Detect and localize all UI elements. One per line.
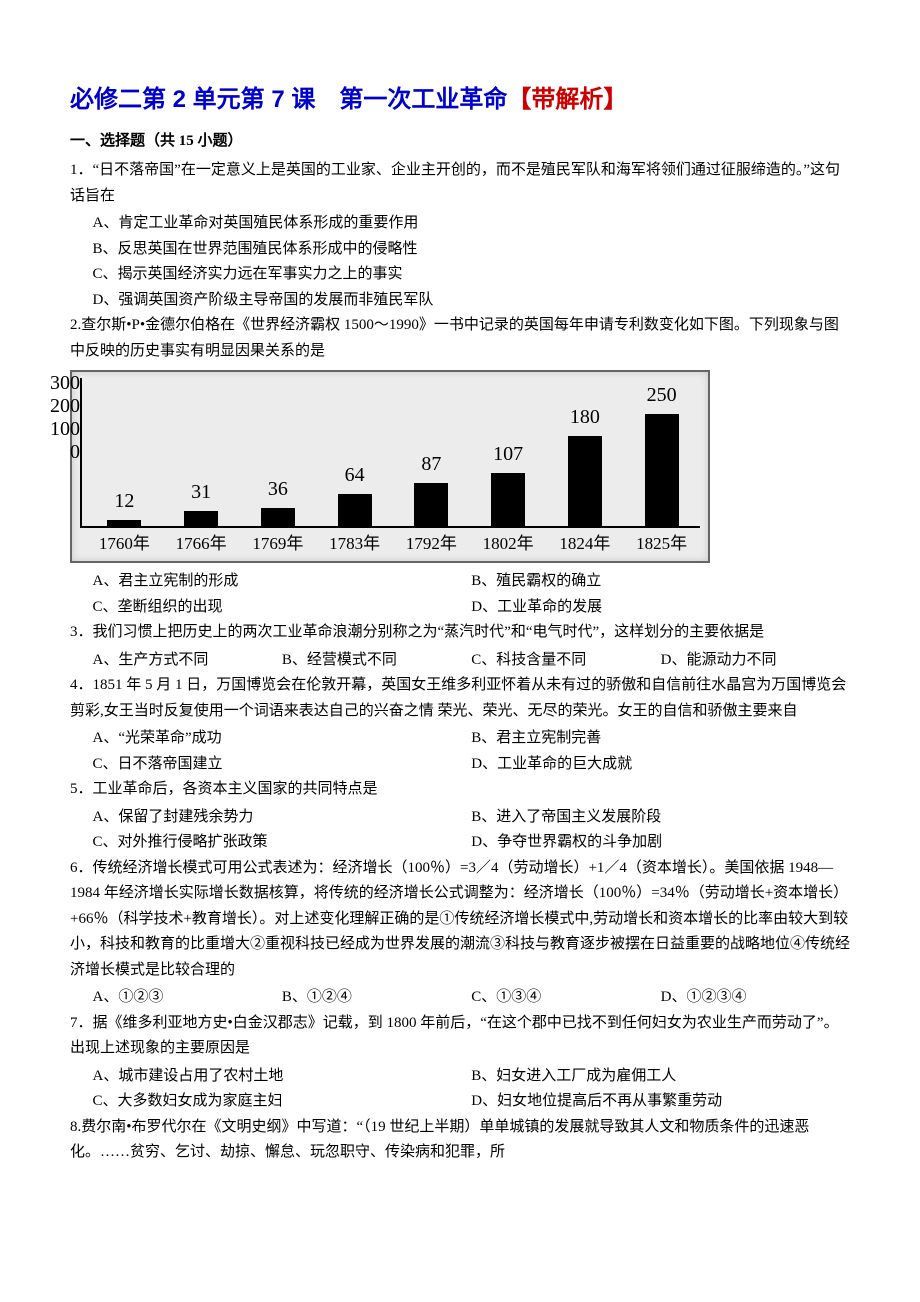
q3-opt-d: D、能源动力不同 [661,648,850,674]
q2-opt-a: A、君主立宪制的形成 [93,569,472,595]
xaxis-label: 1760年 [86,528,163,559]
xaxis-label: 1792年 [393,528,470,559]
q1-stem: 1．“日不落帝国”在一定意义上是英国的工业家、企业主开创的，而不是殖民军队和海军… [70,158,850,209]
q3-opt-c: C、科技含量不同 [471,648,660,674]
q5-stem: 5．工业革命后，各资本主义国家的共同特点是 [70,777,850,803]
q6-opt-b: B、①②④ [282,985,471,1011]
q7-stem: 7．据《维多利亚地方史•白金汉郡志》记载，到 1800 年前后，“在这个郡中已找… [70,1011,850,1062]
q4-opt-c: C、日不落帝国建立 [93,752,472,778]
xaxis-label: 1766年 [163,528,240,559]
chart-bar: 107 [470,378,547,526]
q2-stem: 2.查尔斯•P•金德尔伯格在《世界经济霸权 1500～1990》一书中记录的英国… [70,313,850,364]
q3-opt-a: A、生产方式不同 [93,648,282,674]
q5-opt-c: C、对外推行侵略扩张政策 [93,830,472,856]
q4-opt-a: A、“光荣革命”成功 [93,726,472,752]
q7-opt-b: B、妇女进入工厂成为雇佣工人 [471,1064,850,1090]
chart-bar: 36 [240,378,317,526]
title-main: 必修二第 2 单元第 7 课 第一次工业革命 [70,86,507,113]
q1-opt-c: C、揭示英国经济实力远在军事实力之上的事实 [70,262,850,288]
bar-value: 180 [570,400,600,434]
q2-opt-c: C、垄断组织的出现 [93,595,472,621]
q2-opt-b: B、殖民霸权的确立 [471,569,850,595]
q5-opt-a: A、保留了封建残余势力 [93,805,472,831]
chart-bar: 180 [547,378,624,526]
xaxis-label: 1783年 [316,528,393,559]
bar-rect [184,511,218,527]
bar-value: 250 [647,378,677,412]
xaxis-label: 1824年 [547,528,624,559]
q5-opt-d: D、争夺世界霸权的斗争加剧 [471,830,850,856]
q4-opt-b: B、君主立宪制完善 [471,726,850,752]
bar-rect [338,494,372,526]
q8-stem: 8.费尔南•布罗代尔在《文明史纲》中写道：“（19 世纪上半期）单单城镇的发展就… [70,1115,850,1166]
q2-opt-d: D、工业革命的发展 [471,595,850,621]
xaxis-label: 1825年 [623,528,700,559]
bar-value: 64 [345,458,365,492]
q7-opt-a: A、城市建设占用了农村土地 [93,1064,472,1090]
bar-rect [491,473,525,527]
q3-opt-b: B、经营模式不同 [282,648,471,674]
chart-xaxis: 1760年1766年1769年1783年1792年1802年1824年1825年 [82,528,700,559]
chart-area: 3002001000 1231366487107180250 [80,378,700,528]
section-heading: 一、选择题（共 15 小题） [70,129,850,155]
title-tag: 【带解析】 [507,86,627,113]
q4-opt-d: D、工业革命的巨大成就 [471,752,850,778]
q1-opt-a: A、肯定工业革命对英国殖民体系形成的重要作用 [70,211,850,237]
q6-opt-a: A、①②③ [93,985,282,1011]
chart-bar: 87 [393,378,470,526]
q6-stem: 6．传统经济增长模式可用公式表述为：经济增长（100％）=3／4（劳动增长）+1… [70,856,850,984]
chart-bar: 31 [163,378,240,526]
bar-value: 12 [114,484,134,518]
bar-value: 87 [421,447,441,481]
bar-rect [414,483,448,527]
chart-bar: 250 [623,378,700,526]
xaxis-label: 1769年 [240,528,317,559]
bar-rect [568,436,602,526]
q5-opt-b: B、进入了帝国主义发展阶段 [471,805,850,831]
q7-opt-d: D、妇女地位提高后不再从事繁重劳动 [471,1089,850,1115]
chart-bar: 64 [316,378,393,526]
bar-rect [107,520,141,526]
bar-value: 107 [493,437,523,471]
q6-opt-d: D、①②③④ [661,985,850,1011]
patent-chart: 3002001000 1231366487107180250 1760年1766… [70,370,710,563]
bar-rect [261,508,295,526]
bar-value: 31 [191,475,211,509]
chart-bar: 12 [86,378,163,526]
bar-value: 36 [268,472,288,506]
q4-stem: 4．1851 年 5 月 1 日，万国博览会在伦敦开幕，英国女王维多利亚怀着从未… [70,673,850,724]
q3-stem: 3．我们习惯上把历史上的两次工业革命浪潮分别称之为“蒸汽时代”和“电气时代”，这… [70,620,850,646]
q7-opt-c: C、大多数妇女成为家庭主妇 [93,1089,472,1115]
q1-opt-b: B、反思英国在世界范围殖民体系形成中的侵略性 [70,237,850,263]
q6-opt-c: C、①③④ [471,985,660,1011]
chart-yaxis: 3002001000 [40,372,80,464]
xaxis-label: 1802年 [470,528,547,559]
bar-rect [645,414,679,526]
q1-opt-d: D、强调英国资产阶级主导帝国的发展而非殖民军队 [70,288,850,314]
